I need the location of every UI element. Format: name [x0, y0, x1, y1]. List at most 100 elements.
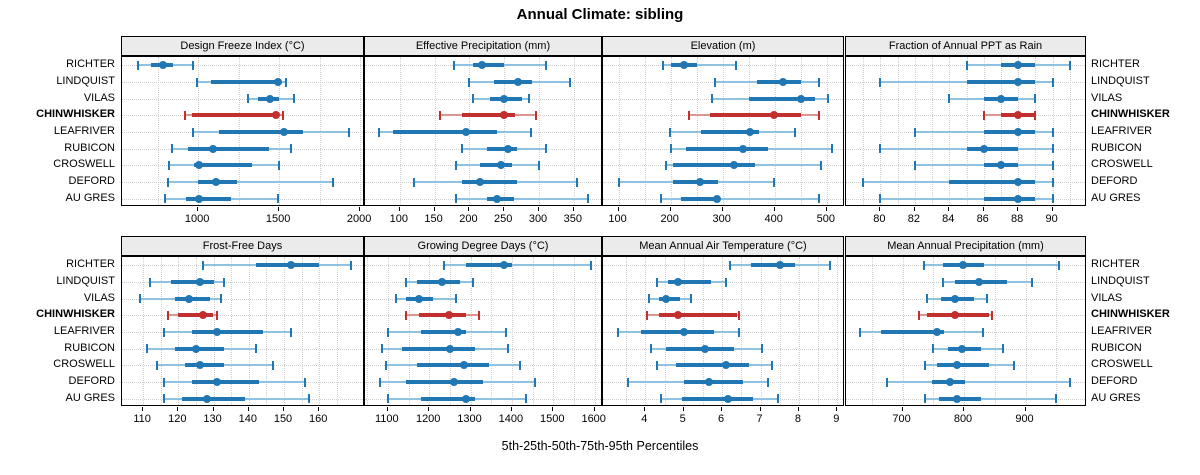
axis-tick — [468, 207, 470, 211]
axis-tick — [318, 407, 320, 411]
iqr-bar-leafriver — [700, 130, 760, 134]
axis-tick-label: 400 — [764, 213, 783, 225]
whisker-cap — [1051, 177, 1054, 187]
axis-tick — [197, 207, 199, 211]
whisker-cap — [858, 327, 861, 337]
median-dot-vilas — [184, 294, 193, 303]
whisker-cap — [453, 60, 456, 70]
station-label-left-leafriver: LEAFRIVER — [53, 325, 115, 337]
axis-tick — [572, 207, 574, 211]
median-dot-croswell — [953, 361, 962, 370]
percentile-whisker-rubicon — [880, 147, 1053, 150]
station-label-right-deford: DEFORD — [1091, 175, 1138, 187]
axis-tick-label: 1500 — [540, 413, 565, 425]
panel-strip-effective-precipitation-mm: Effective Precipitation (mm) — [364, 36, 602, 56]
station-label-left-au-gres: AU GRES — [65, 391, 115, 404]
percentile-whisker-au-gres — [455, 197, 588, 200]
median-dot-chinwhisker — [769, 111, 778, 120]
whisker-cap — [655, 360, 658, 370]
whisker-cap — [879, 144, 882, 154]
gridline-horizontal — [122, 282, 363, 283]
whisker-cap — [828, 260, 831, 270]
whisker-cap — [767, 377, 770, 387]
median-dot-vilas — [266, 94, 275, 103]
whisker-cap — [386, 394, 389, 404]
gridline-vertical — [367, 257, 369, 405]
axis-tick — [212, 407, 214, 411]
whisker-cap — [544, 144, 547, 154]
median-dot-deford — [212, 178, 220, 186]
axis-tick-label: 2000 — [346, 213, 372, 225]
gridline-vertical — [553, 257, 555, 405]
whisker-cap — [941, 277, 944, 287]
whisker-cap — [985, 294, 988, 304]
whisker-cap — [384, 360, 387, 370]
gridline-vertical — [157, 57, 159, 205]
whisker-cap — [285, 77, 288, 87]
axis-tick — [247, 407, 249, 411]
gridline-vertical — [1069, 57, 1071, 205]
iqr-bar-croswell — [673, 163, 755, 168]
whisker-cap — [990, 310, 993, 320]
axis-tick-label: 1300 — [457, 413, 482, 425]
whisker-cap — [918, 310, 921, 320]
whisker-cap — [831, 144, 833, 154]
whisker-cap — [454, 160, 457, 170]
whisker-cap — [981, 327, 984, 337]
gridline-horizontal — [365, 298, 601, 300]
median-dot-au-gres — [202, 394, 211, 403]
axis-tick — [617, 207, 619, 211]
whisker-cap — [1001, 344, 1004, 354]
whisker-cap — [617, 327, 620, 337]
whisker-cap — [617, 177, 620, 187]
iqr-bar-leafriver — [983, 130, 1036, 134]
whisker-cap — [192, 127, 195, 137]
axis-tick — [552, 407, 554, 411]
whisker-cap — [442, 260, 445, 270]
station-label-right-chinwhisker: CHINWHISKER — [1091, 308, 1170, 321]
whisker-cap — [818, 110, 820, 120]
gridline-vertical — [644, 57, 646, 205]
median-dot-richter — [158, 61, 167, 70]
whisker-cap — [477, 310, 480, 320]
gridline-vertical — [143, 257, 145, 405]
whisker-cap — [913, 127, 916, 137]
whisker-cap — [713, 77, 716, 87]
gridline-horizontal — [603, 265, 843, 267]
axis-tick — [682, 407, 684, 411]
whisker-cap — [304, 377, 307, 387]
whisker-cap — [168, 160, 170, 170]
median-dot-leafriver — [454, 328, 463, 336]
axis-tick-label: 110 — [133, 413, 151, 425]
axis-tick — [433, 207, 435, 211]
gridline-vertical — [779, 257, 781, 405]
whisker-cap — [347, 127, 350, 137]
iqr-bar-deford — [683, 380, 744, 384]
axis-tick — [836, 407, 838, 411]
axis-tick — [982, 207, 984, 211]
gridline-horizontal — [122, 98, 363, 100]
panel-plot-fraction-of-annual-ppt-as-rain — [845, 56, 1086, 206]
gridline-vertical — [826, 57, 828, 205]
axis-tick — [797, 407, 799, 411]
whisker-cap — [163, 394, 166, 404]
median-dot-croswell — [721, 361, 730, 370]
station-label-left-chinwhisker: CHINWHISKER — [36, 308, 115, 321]
whisker-cap — [534, 110, 537, 120]
whisker-cap — [272, 360, 275, 370]
whisker-cap — [527, 94, 530, 104]
gridline-vertical — [511, 257, 513, 405]
median-dot-deford — [1014, 178, 1023, 186]
whisker-cap — [184, 110, 187, 120]
axis-tick — [669, 207, 671, 211]
iqr-bar-lindquist — [493, 80, 532, 84]
iqr-bar-lindquist — [668, 280, 711, 284]
percentile-whisker-au-gres — [924, 397, 1057, 400]
iqr-bar-deford — [462, 180, 517, 184]
median-dot-croswell — [195, 161, 203, 170]
axis-tick — [721, 207, 723, 211]
median-dot-deford — [450, 378, 458, 386]
whisker-cap — [655, 277, 658, 287]
whisker-cap — [646, 310, 649, 320]
iqr-bar-leafriver — [219, 130, 303, 134]
